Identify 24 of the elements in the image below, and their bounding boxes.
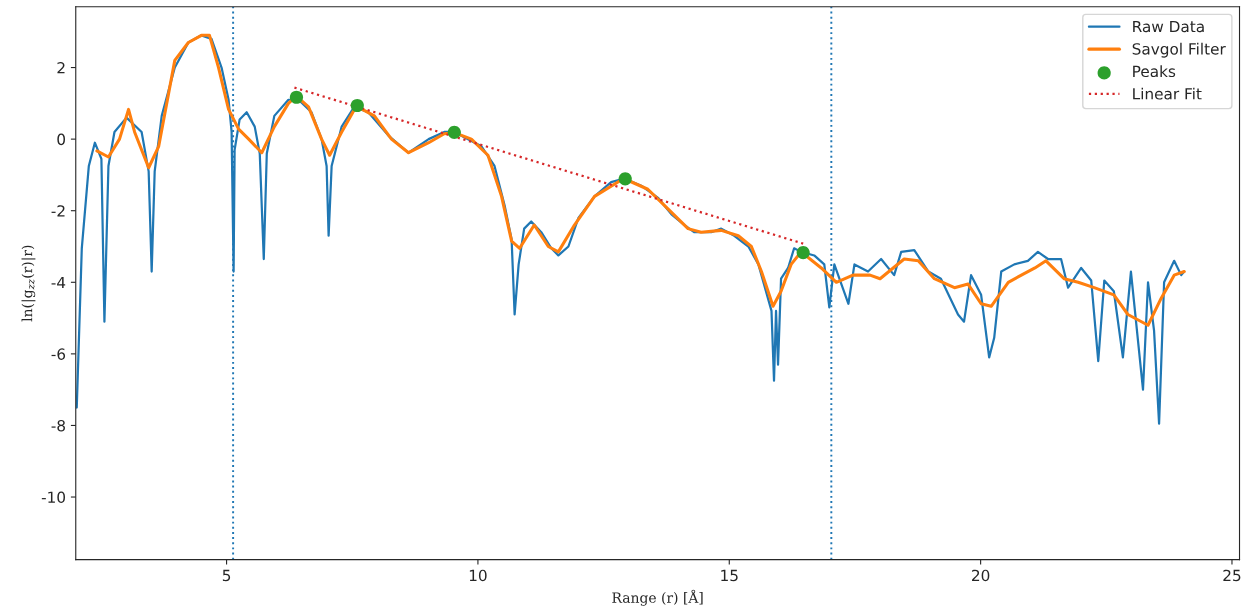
point	[350, 98, 364, 113]
y-tick-label: -2	[51, 205, 65, 217]
legend-label: Peaks	[1133, 65, 1176, 78]
line-series	[95, 33, 1186, 327]
y-tick-label: 2	[57, 62, 65, 74]
point	[796, 246, 810, 260]
point	[289, 90, 304, 104]
x-tick-label: 20	[972, 569, 990, 582]
x-tick-label: 25	[1223, 569, 1241, 582]
y-tick-label: -4	[51, 276, 66, 289]
y-axis-title: ln(|g$_{zz}$(r)|r)	[21, 245, 36, 322]
legend-label: Linear Fit	[1133, 87, 1202, 100]
x-tick-label: 15	[721, 569, 738, 582]
x-tick-label: 5	[222, 569, 231, 582]
legend-label: Raw Data	[1133, 20, 1204, 33]
y-tick-label: -8	[51, 419, 65, 432]
point	[447, 125, 461, 139]
point	[618, 172, 632, 186]
legend-label: Savgol Filter	[1132, 42, 1226, 58]
x-tick-label: 10	[469, 569, 487, 582]
y-tick-label: -10	[41, 491, 66, 504]
y-tick-label: 0	[57, 133, 66, 146]
y-tick-label: -6	[51, 348, 66, 360]
x-axis-title: Range (r) [Å]	[612, 589, 703, 606]
